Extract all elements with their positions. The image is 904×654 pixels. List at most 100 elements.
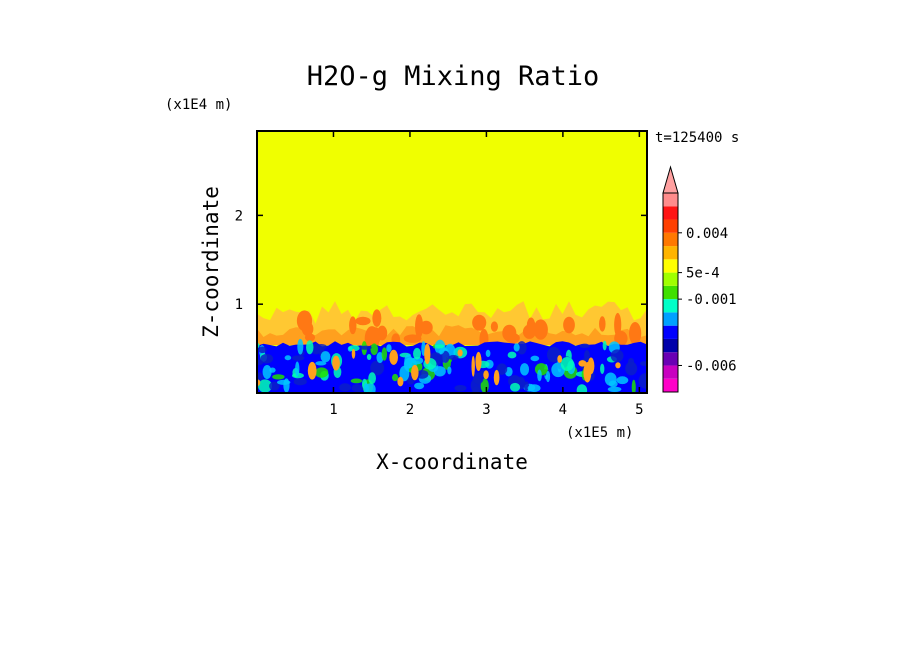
surface-blob [306,340,314,355]
mixing-plume [372,309,382,327]
surface-blob [370,360,385,376]
surface-blob [315,344,327,350]
surface-intrusion [483,370,489,380]
mixing-plume [599,316,606,332]
mixing-plume [563,316,575,334]
time-label: t=125400 s [655,130,739,146]
contour-field [257,131,647,393]
surface-intrusion [457,349,463,357]
surface-blob [509,382,521,392]
chart-title: H2O-g Mixing Ratio [307,61,600,92]
surface-blob [260,353,274,364]
mixing-plume [614,312,622,337]
surface-intrusion [587,357,595,375]
surface-intrusion [397,376,404,387]
mixing-plume [415,314,424,339]
surface-blob [391,373,399,382]
surface-blob [414,382,425,390]
surface-blob [381,347,388,361]
surface-intrusion [332,355,340,371]
surface-blob [608,380,618,388]
surface-blob [610,349,624,363]
surface-blob [530,355,540,362]
colorbar-band [663,312,678,326]
colorbar-tick-label: 0.004 [686,226,728,242]
surface-blob [293,378,307,386]
surface-intrusion [389,349,398,365]
mixing-plume [629,321,642,345]
surface-intrusion [471,355,475,377]
surface-blob [448,355,459,361]
x-tick-label: 1 [329,402,337,418]
surface-blob [433,366,446,377]
surface-blob [363,382,369,393]
surface-blob [272,374,285,380]
surface-blob [579,343,590,348]
surface-blob [496,363,508,375]
colorbar-band [663,272,678,286]
surface-blob [339,383,352,392]
colorbar-band [663,299,678,313]
surface-blob [485,349,491,358]
colorbar-band [663,365,678,379]
surface-blob [576,384,588,393]
surface-intrusion [424,343,431,365]
surface-blob [366,354,372,360]
surface-blob [258,379,273,393]
colorbar-band [663,219,678,233]
surface-blob [513,343,520,352]
surface-blob [625,361,638,376]
x-tick-label: 2 [406,402,414,418]
surface-blob [600,363,605,375]
surface-blob [545,371,551,383]
surface-blob [520,363,530,376]
surface-intrusion [557,355,563,363]
surface-blob [527,384,541,393]
colorbar-tick-label: -0.006 [686,358,737,374]
surface-blob [350,378,363,384]
surface-blob [314,367,329,378]
mixing-plume [301,321,314,337]
surface-blob [411,356,424,365]
surface-blob [320,351,331,363]
surface-blob [258,346,267,354]
surface-blob [399,365,410,382]
surface-blob [616,376,629,385]
mixing-plume [490,321,498,332]
colorbar-frame [662,192,679,393]
x-tick-label: 5 [635,402,643,418]
surface-blob [415,369,429,379]
surface-blob [348,345,360,352]
surface-blob [351,384,363,393]
mixing-plume [614,330,628,347]
surface-blob [413,347,421,360]
colorbar-tick-label: -0.001 [686,292,737,308]
surface-blob [295,361,300,377]
surface-blob [471,386,480,393]
y-tick-label: 2 [235,208,243,224]
surface-intrusion [475,351,482,372]
surface-blob [386,344,392,353]
surface-blob [631,379,636,393]
surface-blob [291,355,305,361]
surface-blob [269,381,280,391]
surface-blob [358,345,372,350]
colorbar-band [663,325,678,339]
surface-blob [454,384,467,392]
surface-intrusion [411,364,419,381]
surface-blob [297,338,304,355]
surface-intrusion [578,360,587,367]
surface-blob [607,386,622,393]
surface-blob [537,369,542,382]
x-axis-label: X-coordinate [376,450,528,474]
surface-blob [507,351,517,359]
colorbar-extend-arrow [662,165,679,194]
mixing-plume [522,324,536,339]
x-tick-label: 4 [559,402,567,418]
x-axis: 1 2 3 4 5 [329,131,644,418]
colorbar-band [663,259,678,273]
surface-blob [516,341,527,355]
surface-blob [584,350,590,361]
surface-intrusion [307,361,317,380]
surface-blob [434,344,445,349]
